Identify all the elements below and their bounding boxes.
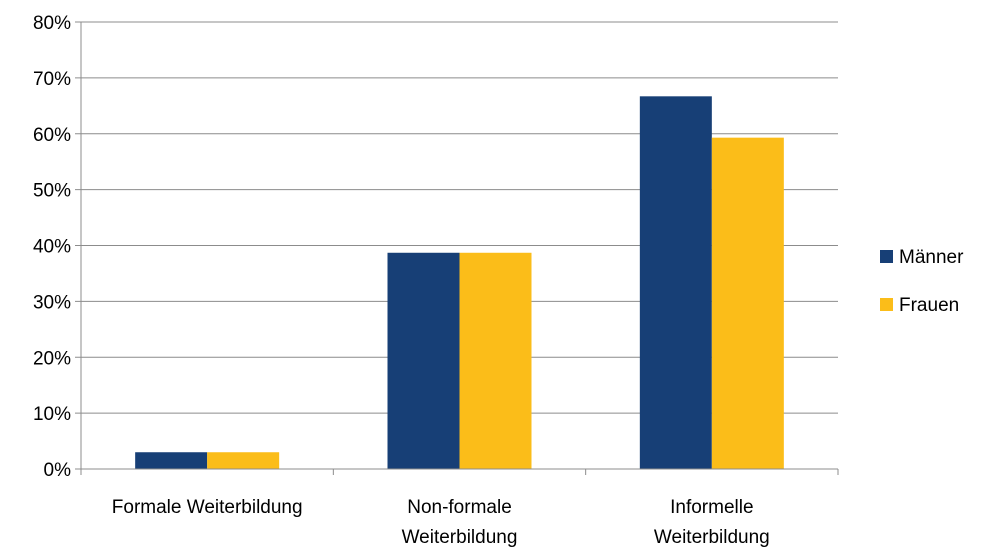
y-tick-label: 50% [33, 181, 71, 202]
x-category-label: Weiterbildung [654, 527, 770, 548]
legend-swatch [880, 298, 893, 311]
axes [75, 21, 839, 475]
x-category-label: Weiterbildung [402, 527, 518, 548]
bar-maenner [387, 252, 460, 469]
bar-maenner [639, 96, 712, 469]
bar-maenner [135, 452, 208, 469]
legend-swatch [880, 250, 893, 263]
legend-label: Frauen [899, 295, 959, 316]
bars [135, 96, 784, 469]
y-tick-label: 60% [33, 125, 71, 146]
y-axis-tick-labels: 0% 10% 20% 30% 40% 50% 60% 70% 80% [33, 13, 71, 481]
y-tick-label: 10% [33, 404, 71, 425]
y-tick-label: 20% [33, 348, 71, 369]
bar-frauen [207, 452, 280, 469]
y-tick-label: 0% [44, 460, 72, 481]
x-axis-category-labels: Formale Weiterbildung Non-formale Weiterbi… [112, 497, 770, 548]
y-tick-label: 70% [33, 69, 71, 90]
legend: Männer Frauen [880, 247, 964, 316]
bar-frauen [711, 137, 784, 469]
y-tick-label: 30% [33, 292, 71, 313]
bar-frauen [459, 252, 532, 469]
y-tick-label: 80% [33, 13, 71, 34]
legend-label: Männer [899, 247, 964, 268]
x-category-label: Informelle [670, 497, 753, 518]
x-category-label: Formale Weiterbildung [112, 497, 303, 518]
x-category-label: Non-formale [407, 497, 512, 518]
y-tick-label: 40% [33, 237, 71, 258]
